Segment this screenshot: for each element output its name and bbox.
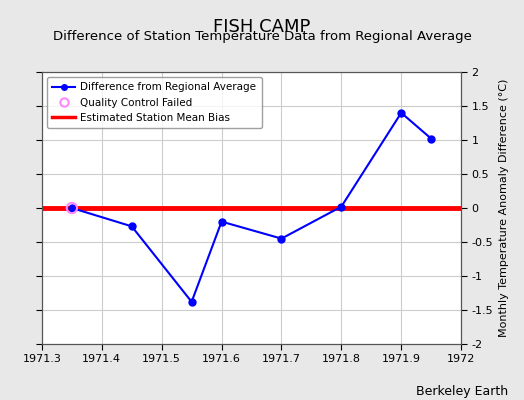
Text: FISH CAMP: FISH CAMP — [213, 18, 311, 36]
Y-axis label: Monthly Temperature Anomaly Difference (°C): Monthly Temperature Anomaly Difference (… — [499, 79, 509, 337]
Point — [68, 205, 76, 211]
Text: Difference of Station Temperature Data from Regional Average: Difference of Station Temperature Data f… — [52, 30, 472, 43]
Text: Berkeley Earth: Berkeley Earth — [416, 385, 508, 398]
